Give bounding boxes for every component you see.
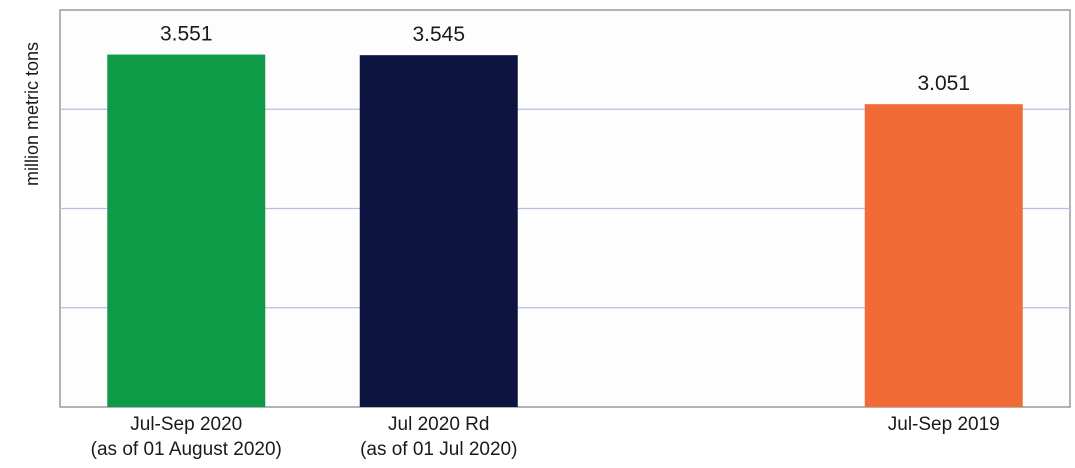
bar-4 xyxy=(864,104,1023,408)
bar-2 xyxy=(359,55,518,407)
data-labels: 3.551 3.545 3.051 xyxy=(160,23,970,96)
category-labels: Jul-Sep 2020 (as of 01 August 2020) Jul 20… xyxy=(91,414,1000,460)
data-label-4: 3.051 xyxy=(917,72,970,95)
bars xyxy=(107,54,1023,408)
bar-1 xyxy=(107,54,266,407)
data-label-2: 3.545 xyxy=(412,23,465,46)
y-axis-title: million metric tons xyxy=(22,42,42,186)
category-label-4: Jul-Sep 2019 xyxy=(888,414,1000,435)
category-label-2-line-2: (as of 01 Jul 2020) xyxy=(360,439,517,460)
category-label-1: Jul-Sep 2020 xyxy=(130,414,242,435)
category-label-1-line-2: (as of 01 August 2020) xyxy=(91,439,282,460)
category-label-2: Jul 2020 Rd xyxy=(388,414,489,435)
data-label-1: 3.551 xyxy=(160,23,213,46)
